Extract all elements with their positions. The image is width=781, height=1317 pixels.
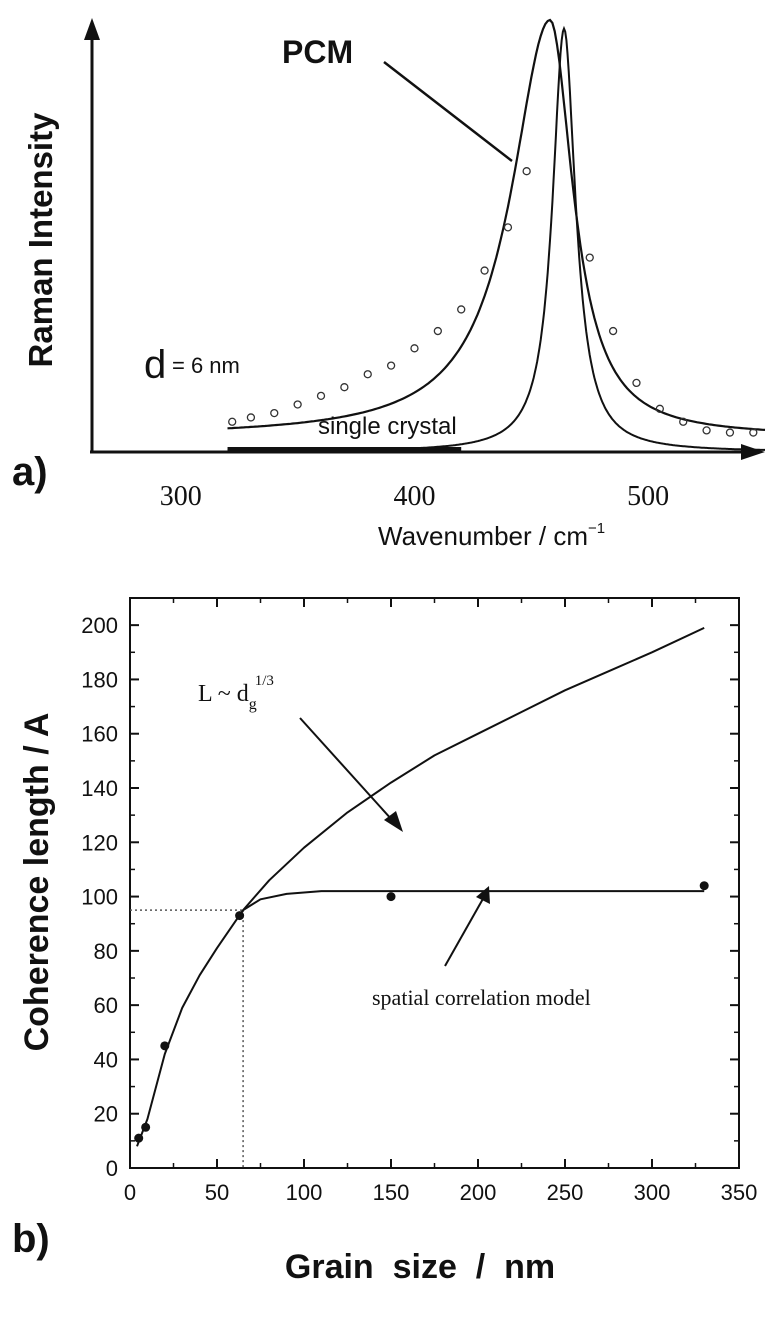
b-data-point [134,1133,144,1143]
b-x-tick-label-50: 50 [205,1180,229,1205]
b-x-tick-label-100: 100 [286,1180,323,1205]
b-y-axis-label: Coherence length / A [18,713,56,1052]
pcm-label: PCM [282,34,353,70]
pcm-fit-curve [227,18,766,431]
panel-a-label: a) [12,450,48,494]
pcm-data-point [480,266,489,275]
a-y-axis-label: Raman Intensity [22,112,59,368]
a-x-axis-label: Wavenumber / cm−1 [378,520,605,551]
a-tick-labels: 300 400 500 [160,481,669,512]
power-law-arrowhead [384,811,403,832]
b-y-tick-label-140: 140 [81,776,118,801]
b-y-tick-label-20: 20 [94,1102,118,1127]
pcm-data-point [585,253,594,262]
d-value-label: = 6 nm [172,353,240,378]
power-law-arrow [299,717,394,822]
pcm-data-point [246,413,256,422]
b-x-axis-label: Grain size / nm [285,1248,555,1286]
a-x-axis-arrowhead [741,444,765,460]
pcm-data-point [725,428,735,437]
single-crystal-curve [227,25,765,451]
b-y-tick-label-160: 160 [81,722,118,747]
b-y-tick-label-120: 120 [81,830,118,855]
pcm-data-point [386,361,396,370]
a-x-tick-label-300: 300 [160,481,202,512]
b-y-tick-label-200: 200 [81,613,118,638]
a-y-axis-arrowhead [84,18,100,40]
b-x-tick-label-300: 300 [634,1180,671,1205]
b-x-tick-label-200: 200 [460,1180,497,1205]
pcm-data-point [608,326,618,336]
d-symbol: d [144,343,166,387]
pcm-data-point [522,167,531,176]
pcm-data-point [679,417,688,426]
b-data-point [235,911,245,921]
b-x-tick-label-250: 250 [547,1180,584,1205]
b-data-point [699,881,709,891]
pcm-data-point [655,404,664,413]
pcm-pointer-line [383,61,513,162]
pcm-data-point [363,370,372,379]
panel-a: 300 400 500 Raman Intensity Wavenumber / c… [12,18,766,551]
pcm-data-point [503,223,513,232]
a-data-points [228,167,758,437]
b-y-tick-label-0: 0 [106,1156,118,1181]
pcm-data-point [632,378,641,388]
single-crystal-label: single crystal [318,413,457,440]
spatial-correlation-curve [242,890,705,911]
power-law-curve [136,626,705,1147]
pcm-data-point [749,428,758,437]
a-x-tick-label-500: 500 [627,481,669,512]
pcm-data-point [293,400,302,409]
b-curves [130,626,705,1168]
b-data-point [160,1041,170,1051]
pcm-data-point [316,391,326,400]
pcm-data-point [457,305,466,314]
model-label: spatial correlation model [372,985,591,1010]
b-y-tick-label-80: 80 [94,939,118,964]
pcm-data-point [228,417,237,426]
b-x-tick-label-0: 0 [124,1180,136,1205]
a-curves [227,18,766,451]
b-y-tick-label-60: 60 [94,993,118,1018]
pcm-data-point [433,326,442,336]
b-y-tick-label-180: 180 [81,667,118,692]
power-law-label: L ~ dg1/3 [198,673,274,713]
b-x-tick-label-350: 350 [721,1180,758,1205]
model-arrowhead [476,886,490,904]
panel-b: 0 50 100 150 200 250 300 350 0 20 40 60 80 100 120 140 1… [12,597,758,1286]
pcm-data-point [270,408,279,418]
b-x-tick-label-150: 150 [373,1180,410,1205]
a-x-tick-label-400: 400 [393,481,435,512]
pcm-data-point [340,383,349,392]
panel-b-label: b) [12,1217,50,1261]
b-y-tick-label-40: 40 [94,1047,118,1072]
b-data-point [141,1122,151,1132]
b-data-points [134,881,709,1143]
b-data-point [386,892,396,902]
pcm-data-point [702,426,711,435]
model-arrow [444,896,485,967]
pcm-data-point [410,344,419,353]
b-y-tick-label-100: 100 [81,885,118,910]
b-ticks: 0 50 100 150 200 250 300 350 0 20 40 60 80 100 120 140 1… [81,597,758,1205]
